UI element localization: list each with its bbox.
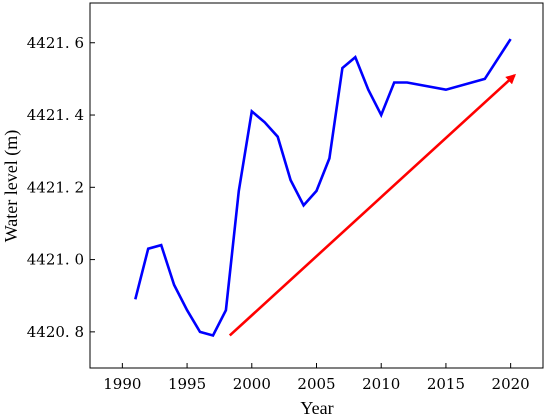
- y-tick-label: 4421. 2: [27, 178, 84, 196]
- x-tick-label: 1990: [103, 375, 141, 393]
- x-tick-label: 2020: [492, 375, 530, 393]
- x-tick-label: 1995: [168, 375, 206, 393]
- y-tick-label: 4421. 4: [27, 106, 84, 124]
- plot-frame: [89, 2, 544, 369]
- y-tick-label: 4421. 6: [27, 34, 84, 52]
- y-tick-label: 4421. 0: [27, 251, 84, 269]
- x-tick-label: 2000: [233, 375, 271, 393]
- water-level-line: [134, 38, 512, 338]
- x-tick-label: 2010: [362, 375, 400, 393]
- plot-area: 1990 1995 2000 2005 2010 2015 2020 4420. 8 4421.…: [27, 2, 544, 393]
- x-tick-label: 2015: [427, 375, 465, 393]
- y-axis-title: Water level (m): [1, 130, 22, 243]
- x-tick-label: 2005: [297, 375, 335, 393]
- y-tick-label: 4420. 8: [27, 323, 84, 341]
- trend-arrow: [228, 73, 517, 337]
- x-axis-title: Year: [300, 398, 333, 417]
